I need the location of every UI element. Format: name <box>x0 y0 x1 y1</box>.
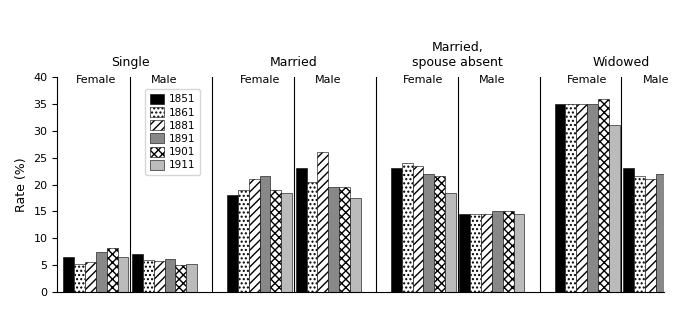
Bar <box>434 177 445 292</box>
Text: Male: Male <box>479 75 506 85</box>
Bar <box>350 198 361 292</box>
Bar <box>153 261 164 292</box>
Legend: 1851, 1861, 1881, 1891, 1901, 1911: 1851, 1861, 1881, 1891, 1901, 1911 <box>145 89 200 175</box>
Bar <box>492 211 503 292</box>
Bar <box>164 259 175 292</box>
Bar <box>503 211 514 292</box>
Bar <box>656 174 667 292</box>
Text: Married,
spouse absent: Married, spouse absent <box>412 41 503 69</box>
Bar <box>85 262 96 292</box>
Bar <box>260 177 271 292</box>
Bar <box>282 192 292 292</box>
Bar <box>445 192 456 292</box>
Bar <box>598 99 609 292</box>
Bar <box>307 182 317 292</box>
Text: Female: Female <box>76 75 116 85</box>
Bar <box>423 174 434 292</box>
Bar <box>132 254 143 292</box>
Text: Widowed: Widowed <box>593 56 650 69</box>
Bar <box>634 177 645 292</box>
Bar <box>238 190 249 292</box>
Bar <box>186 264 197 292</box>
Bar <box>514 214 525 292</box>
Y-axis label: Rate (%): Rate (%) <box>15 157 28 212</box>
Bar <box>677 195 685 292</box>
Bar <box>667 182 677 292</box>
Bar <box>107 248 118 292</box>
Bar <box>271 190 282 292</box>
Bar <box>587 104 598 292</box>
Bar <box>555 104 565 292</box>
Text: Single: Single <box>111 56 149 69</box>
Bar <box>296 168 307 292</box>
Bar <box>96 252 107 292</box>
Bar <box>471 214 481 292</box>
Bar <box>481 214 492 292</box>
Bar <box>227 195 238 292</box>
Text: Female: Female <box>240 75 280 85</box>
Bar <box>143 260 153 292</box>
Text: Female: Female <box>567 75 608 85</box>
Text: Male: Male <box>315 75 342 85</box>
Bar <box>339 187 350 292</box>
Bar <box>412 166 423 292</box>
Text: Male: Male <box>643 75 669 85</box>
Bar <box>74 264 85 292</box>
Bar <box>623 168 634 292</box>
Bar <box>175 265 186 292</box>
Bar <box>317 152 328 292</box>
Bar <box>328 187 339 292</box>
Bar <box>401 163 412 292</box>
Bar <box>391 168 401 292</box>
Text: Female: Female <box>403 75 444 85</box>
Bar <box>118 257 128 292</box>
Bar <box>645 179 656 292</box>
Text: Married: Married <box>270 56 318 69</box>
Text: Male: Male <box>151 75 178 85</box>
Bar <box>460 214 471 292</box>
Bar <box>249 179 260 292</box>
Bar <box>64 257 74 292</box>
Bar <box>565 104 576 292</box>
Bar <box>609 126 619 292</box>
Bar <box>576 104 587 292</box>
